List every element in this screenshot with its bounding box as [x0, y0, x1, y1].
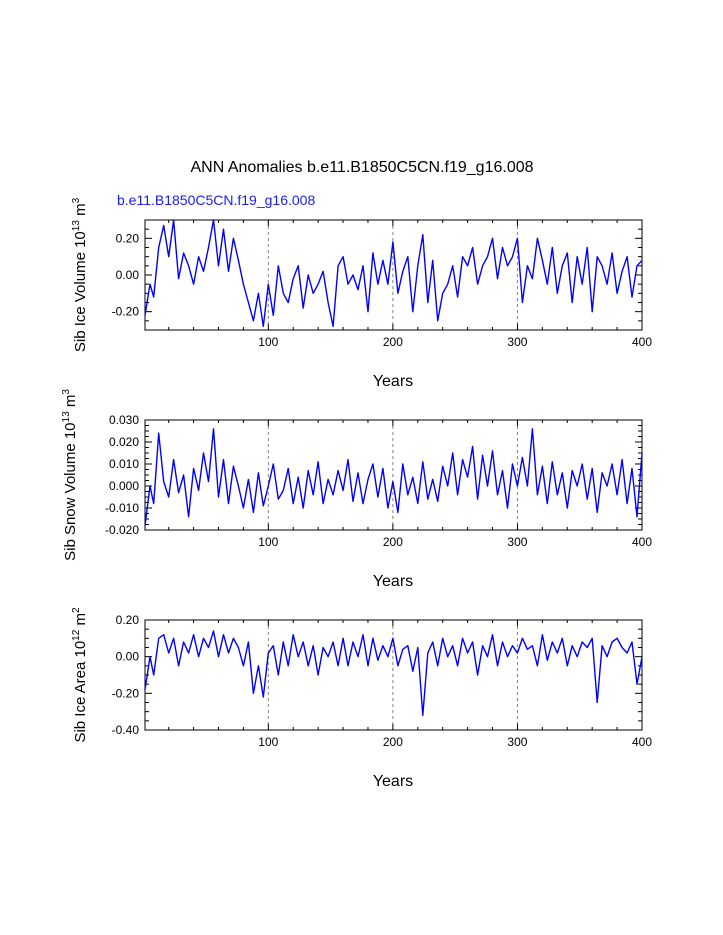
y-axis-label-unit: m: [62, 395, 79, 412]
y-axis-label-exp: 13: [71, 220, 82, 232]
snow-volume-series-line: [144, 428, 643, 526]
ice-volume-series-line: [144, 219, 643, 327]
chart-title: ANN Anomalies b.e11.B1850C5CN.f19_g16.00…: [190, 159, 533, 176]
x-tick-label: 400: [632, 735, 652, 749]
y-tick-label: 0.00: [116, 268, 140, 282]
y-tick-label: -0.20: [112, 305, 140, 319]
x-tick-label: 400: [632, 335, 652, 349]
y-axis-label-main: Sib Ice Area 10: [72, 641, 89, 743]
y-axis-label-exp: 13: [61, 411, 72, 423]
y-axis-label-unit-exp: 3: [71, 197, 82, 203]
y-tick-label: 0.20: [116, 613, 140, 627]
y-tick-label: -0.010: [105, 501, 139, 515]
plot-frame: [144, 419, 643, 531]
y-tick-label: 0.20: [116, 231, 140, 245]
plot-frame: [144, 619, 643, 731]
y-axis-label: Sib Snow Volume 1013 m3: [61, 389, 79, 561]
y-tick-label: 0.000: [109, 479, 139, 493]
ice-area-panel: 100 200 300 400 -0.40 -0.20 0.00 0.20 Years Sib…: [71, 607, 652, 790]
y-axis-label-unit-exp: 2: [71, 607, 82, 613]
y-axis-label-main: Sib Ice Volume 10: [72, 231, 89, 352]
x-axis-label: Years: [373, 773, 413, 790]
y-axis-label-main: Sib Snow Volume 10: [62, 422, 79, 560]
y-axis-label-unit-exp: 3: [61, 389, 72, 395]
y-tick-label: -0.40: [112, 723, 140, 737]
y-tick-label: 0.030: [109, 413, 139, 427]
chart-subtitle: b.e11.B1850C5CN.f19_g16.008: [117, 192, 315, 208]
y-axis-label-unit: m: [72, 613, 89, 630]
y-tick-label: 0.010: [109, 457, 139, 471]
y-tick-label: 0.020: [109, 435, 139, 449]
x-axis-label: Years: [373, 373, 413, 390]
ice-area-series-line: [144, 630, 643, 716]
y-axis-label-exp: 12: [71, 629, 82, 641]
y-tick-label: -0.020: [105, 523, 139, 537]
x-tick-label: 400: [632, 535, 652, 549]
x-tick-label: 100: [258, 335, 278, 349]
y-axis-label-unit: m: [72, 203, 89, 220]
y-tick-label: -0.20: [112, 686, 140, 700]
x-tick-label: 100: [258, 735, 278, 749]
x-tick-label: 200: [383, 535, 403, 549]
x-tick-label: 200: [383, 735, 403, 749]
y-axis-label: Sib Ice Volume 1013 m3: [71, 197, 89, 352]
x-tick-label: 300: [507, 335, 527, 349]
x-axis-label: Years: [373, 573, 413, 590]
x-tick-label: 300: [507, 535, 527, 549]
y-tick-label: 0.00: [116, 650, 140, 664]
plot-frame: [144, 219, 643, 331]
y-axis-label: Sib Ice Area 1012 m2: [71, 607, 89, 743]
x-tick-label: 300: [507, 735, 527, 749]
snow-volume-panel: 100 200 300 400 -0.020 -0.010 0.000 0.010 0.020 0…: [61, 389, 652, 590]
x-tick-label: 200: [383, 335, 403, 349]
x-tick-label: 100: [258, 535, 278, 549]
ice-volume-panel: 100 200 300 400 -0.20 0.00 0.20 Years Sib Ice …: [71, 197, 652, 390]
